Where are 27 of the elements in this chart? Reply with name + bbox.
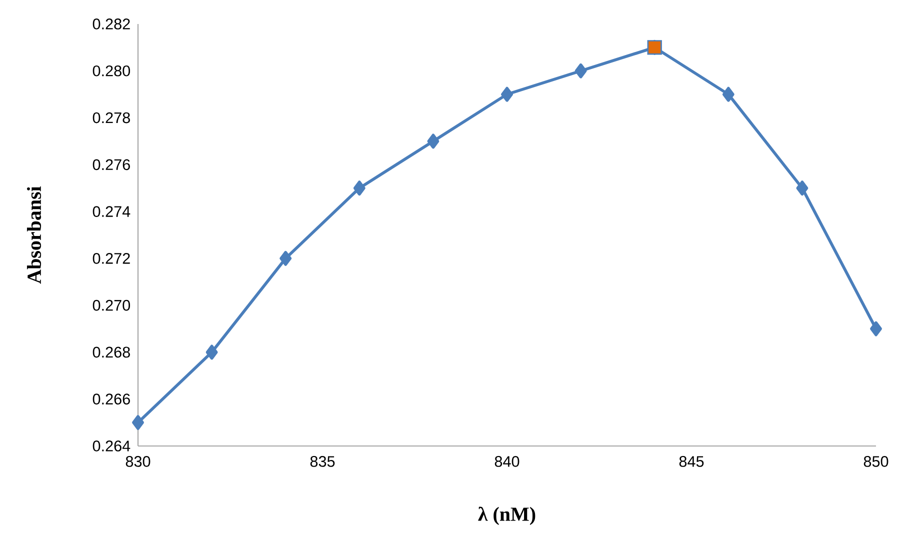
y-tick-label: 0.272 <box>92 253 130 264</box>
point <box>132 415 144 430</box>
point <box>353 180 366 196</box>
point <box>280 250 292 266</box>
x-tick-label: 845 <box>679 456 704 467</box>
point <box>427 134 440 149</box>
y-tick-label: 0.270 <box>92 300 130 311</box>
y-tick-label: 0.264 <box>92 440 130 452</box>
point <box>206 344 218 360</box>
y-axis-title: Absorbansi <box>26 186 42 284</box>
point <box>796 180 808 196</box>
x-tick-label: 830 <box>126 456 150 467</box>
y-tick-label: 0.278 <box>92 112 130 124</box>
y-tick-label: 0.268 <box>92 346 130 358</box>
point <box>501 86 513 102</box>
y-tick-label: 0.276 <box>92 159 130 170</box>
x-axis-title: λ (nM) <box>478 506 536 526</box>
y-tick-label: 0.280 <box>92 65 130 76</box>
point <box>722 86 734 102</box>
x-tick-label: 840 <box>494 456 520 467</box>
y-tick-label: 0.266 <box>92 394 130 405</box>
y-tick-label: 0.282 <box>92 18 130 30</box>
x-tick-label: 835 <box>310 456 335 467</box>
point <box>870 321 882 336</box>
point <box>574 63 587 78</box>
x-tick-label: 850 <box>864 456 888 467</box>
y-tick-label: 0.274 <box>92 206 130 217</box>
